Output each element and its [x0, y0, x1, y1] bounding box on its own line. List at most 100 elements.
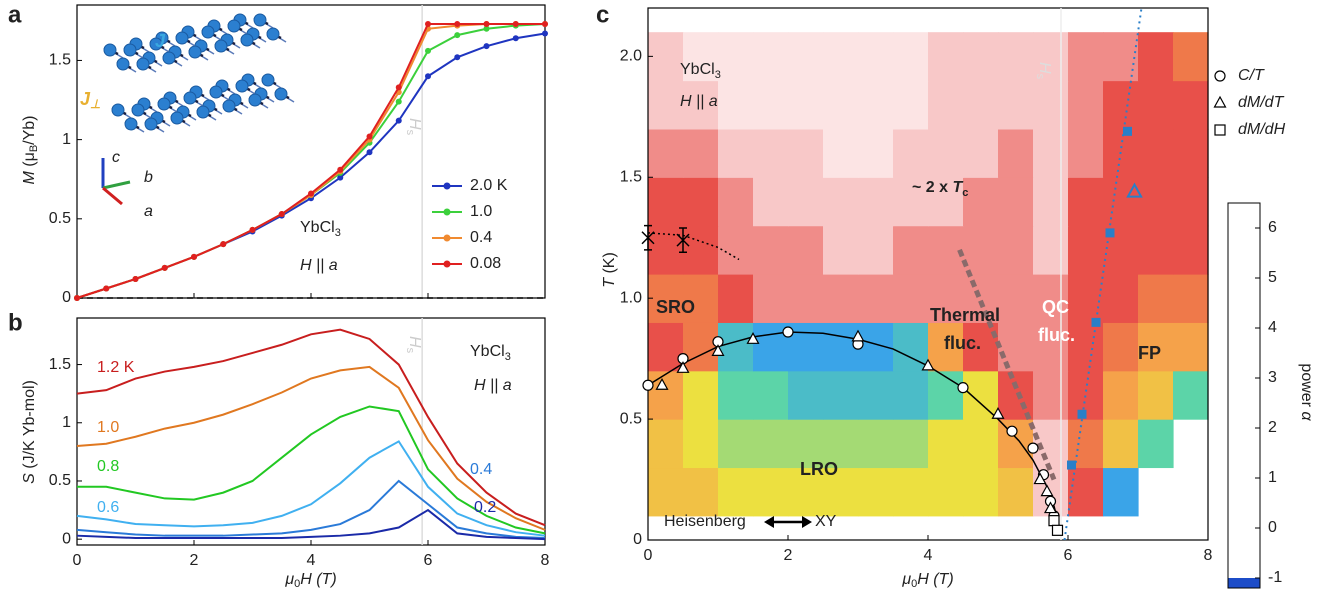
data-point [512, 21, 519, 28]
atom [183, 91, 197, 105]
heatmap-cell [893, 80, 929, 130]
marker [1043, 501, 1058, 514]
heatmap-cell [1103, 80, 1139, 130]
y-tick-label: 0.5 [620, 410, 642, 427]
heatmap-cell [928, 177, 964, 227]
heatmap-cell [963, 177, 999, 227]
heatmap-cell [823, 225, 859, 275]
series-line [76, 365, 546, 531]
heatmap-cell [1138, 225, 1174, 275]
legend-label: 0.08 [470, 255, 501, 272]
label-part: power [1298, 363, 1315, 411]
curve-label: 0.4 [470, 461, 492, 478]
atom [248, 93, 262, 107]
heatmap-cell [893, 32, 929, 82]
panel-label: b [8, 309, 23, 336]
atom [144, 117, 158, 131]
data-point [366, 149, 373, 156]
heatmap-cell [788, 467, 824, 517]
crossover-label: XY [815, 513, 837, 530]
crossover-label: Heisenberg [664, 513, 746, 530]
y-axis-label: T (K) [601, 252, 618, 288]
x-tick-label: 2 [784, 547, 793, 564]
label-part: s [1034, 74, 1046, 80]
heatmap-cell [1033, 370, 1069, 420]
x-tick-label: 2 [190, 552, 199, 569]
legend-swatch [443, 260, 451, 268]
atom [170, 111, 184, 125]
axis-arrow [102, 180, 131, 190]
curve-label: 0.6 [97, 499, 119, 516]
heatmap-cell [1173, 322, 1209, 372]
heatmap-cell [1173, 128, 1209, 178]
label-part: 0 [294, 578, 300, 590]
label-part: (J/K Yb-mol) [21, 380, 38, 473]
colorbar-tick-label: -1 [1268, 569, 1282, 586]
heatmap-cell [1173, 32, 1209, 82]
inset-label: c [112, 149, 120, 166]
heatmap-cell [858, 177, 894, 227]
heatmap-cell [823, 419, 859, 469]
data-point [483, 25, 490, 32]
heatmap-cell [683, 32, 719, 82]
curve-label: 0.8 [97, 458, 119, 475]
legend-label: 0.4 [470, 229, 492, 246]
heatmap-cell [1103, 370, 1139, 420]
heatmap-cell [753, 32, 789, 82]
atom [103, 43, 117, 57]
atom [227, 19, 241, 33]
panel: 0 2 4 6 8 0 0.5 1 1.5 1.2 K 1.0 0.8 0.6 0.4 0.2 [49, 317, 550, 569]
panel-label: a [8, 1, 22, 28]
data-point [161, 264, 168, 271]
heatmap-cell [1173, 225, 1209, 275]
panel: -1 0 1 2 3 4 5 6 0 2 4 6 8 0 0.5 1.0 1.5 2.0 C/T dM/dT dM/dH [620, 7, 1286, 589]
data-point [542, 30, 548, 37]
x-tick-label: 0 [644, 547, 653, 564]
atom [149, 37, 163, 51]
atom [162, 51, 176, 65]
heatmap-cell [648, 274, 684, 323]
heatmap-cell [1103, 467, 1139, 517]
heatmap-cell [893, 274, 929, 323]
hs-label: Hs [404, 118, 423, 136]
heatmap-cell [1138, 370, 1174, 420]
label-part: H (T) [300, 571, 336, 588]
y-tick-label: 0 [62, 530, 71, 547]
data-point [483, 21, 490, 28]
heatmap-cell [718, 419, 754, 469]
y-axis-label: M (μB/Yb) [21, 115, 40, 184]
label-part: 3 [335, 227, 341, 239]
heatmap-cell [648, 32, 684, 82]
data-point [103, 285, 110, 292]
heatmap-cell [718, 32, 754, 82]
atom [111, 103, 125, 117]
heatmap-cell [1068, 177, 1104, 227]
data-point [74, 295, 80, 301]
label-part: μ [284, 571, 294, 588]
heatmap-cell [928, 225, 964, 275]
heatmap-cell [998, 467, 1034, 517]
label-part: ~ 2 x [912, 179, 952, 196]
marker [1048, 515, 1060, 527]
atom [235, 79, 249, 93]
heatmap-cell [893, 177, 929, 227]
label-part: B [28, 145, 40, 152]
label-part: 3 [715, 69, 721, 81]
series-line [76, 479, 546, 540]
legend-label: dM/dT [1238, 94, 1285, 111]
heatmap-cell [893, 467, 929, 517]
legend-label: 2.0 K [470, 177, 508, 194]
atom [222, 99, 236, 113]
atom [131, 103, 145, 117]
heatmap-cell [683, 322, 719, 372]
hs-label: Hs [404, 336, 423, 354]
colorbar-tick-label: 6 [1268, 219, 1277, 236]
atom [274, 87, 288, 101]
marker [1027, 442, 1039, 454]
heatmap-cell [788, 274, 824, 323]
colorbar-tick-label: 1 [1268, 469, 1277, 486]
colorbar-tick-label: 3 [1268, 369, 1277, 386]
heatmap-cell [858, 419, 894, 469]
heatmap-cell [1068, 274, 1104, 323]
heatmap-cell [718, 322, 754, 372]
